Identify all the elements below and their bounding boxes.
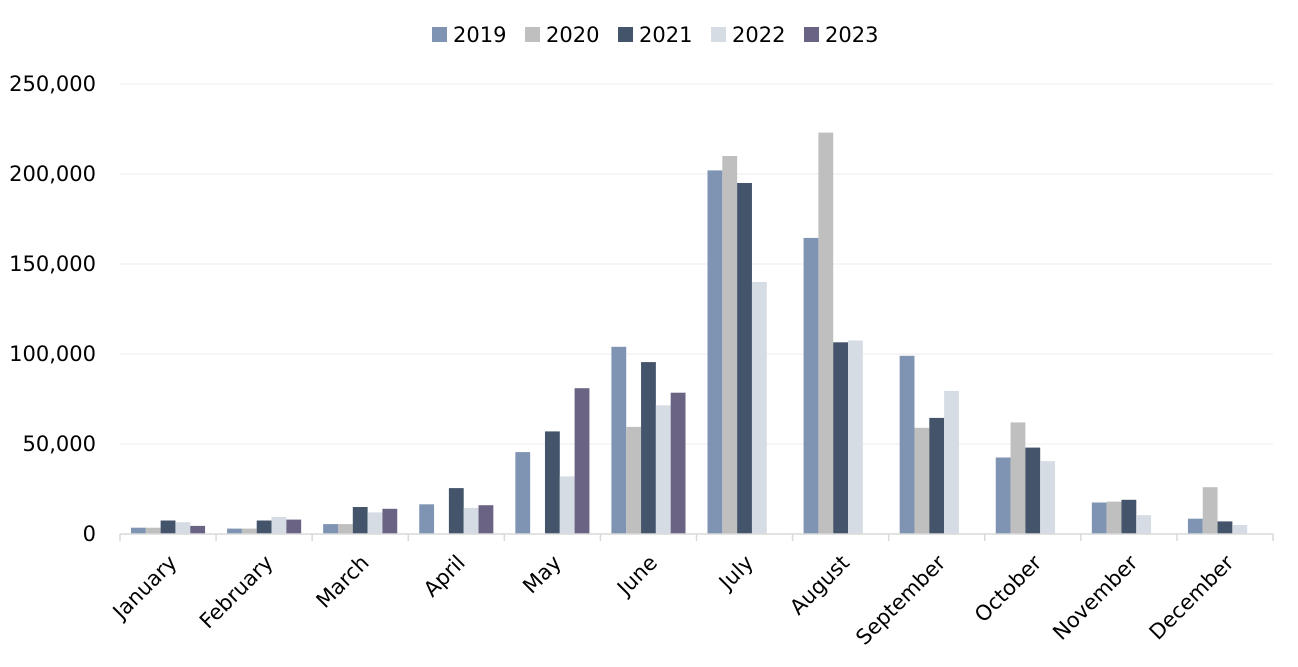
x-tick-label: October (970, 550, 1047, 627)
bar (574, 388, 590, 534)
y-tick-label: 200,000 (9, 162, 96, 186)
legend-swatch (618, 27, 633, 42)
bar (655, 405, 671, 534)
bar (899, 355, 915, 534)
bar (848, 340, 863, 534)
bar (1106, 501, 1122, 534)
y-tick-label: 150,000 (9, 252, 96, 276)
bar (463, 507, 479, 534)
x-tick-label: March (312, 551, 374, 613)
bar (929, 417, 945, 534)
bar (803, 237, 819, 534)
legend-swatch (804, 27, 819, 42)
bar (626, 426, 642, 534)
bar (737, 183, 752, 534)
x-tick-label: December (1145, 550, 1239, 644)
bars (131, 132, 1248, 534)
bar (707, 170, 723, 534)
bar (175, 522, 191, 534)
bar (1187, 518, 1203, 534)
bar (190, 525, 206, 534)
bar (131, 527, 146, 534)
bar (367, 512, 383, 534)
legend-label: 2022 (732, 23, 785, 47)
bar (641, 362, 656, 534)
y-tick-label: 100,000 (9, 342, 96, 366)
x-axis: January February March April May June July Augu… (107, 533, 1274, 650)
bar (160, 520, 176, 534)
bar (323, 524, 338, 534)
bar (241, 528, 257, 534)
y-tick-label: 250,000 (9, 72, 96, 96)
x-tick-label: June (611, 551, 662, 602)
gridlines (120, 83, 1273, 445)
bar (1040, 461, 1056, 534)
bar (833, 342, 849, 534)
x-tick-label: July (713, 551, 758, 596)
bar (478, 505, 494, 534)
legend-label: 2019 (453, 23, 506, 47)
bar (1091, 502, 1107, 534)
bar (544, 431, 560, 534)
y-tick-label: 0 (83, 522, 96, 546)
x-tick-label: May (518, 551, 566, 599)
bar (419, 504, 435, 534)
bar (1025, 447, 1041, 534)
bar (944, 390, 959, 534)
bar (145, 527, 161, 534)
bar (448, 488, 464, 534)
bar (382, 508, 398, 534)
bar (1121, 499, 1137, 534)
legend-label: 2020 (546, 23, 599, 47)
legend-label: 2023 (825, 23, 878, 47)
bar (1217, 521, 1233, 534)
legend-label: 2021 (639, 23, 692, 47)
bar (515, 452, 531, 534)
legend-swatch (525, 27, 540, 42)
bar (670, 392, 686, 534)
bar (227, 528, 242, 534)
y-tick-label: 50,000 (23, 432, 96, 456)
x-tick-label: August (785, 551, 854, 620)
legend-swatch (432, 27, 447, 42)
bar (914, 427, 930, 534)
bar (286, 519, 302, 534)
bar (352, 507, 368, 534)
bar (337, 524, 353, 534)
bar (722, 156, 738, 534)
bar (995, 457, 1011, 534)
bar (271, 516, 287, 534)
bar (256, 520, 272, 534)
bar (1010, 422, 1026, 534)
y-axis: 0 50,000 100,000 150,000 200,000 250,000 (9, 72, 96, 546)
x-tick-label: February (195, 551, 278, 634)
x-tick-label: January (107, 551, 182, 626)
bar (1136, 515, 1152, 534)
x-tick-label: November (1048, 550, 1142, 644)
bar (611, 346, 627, 534)
bar (818, 132, 834, 534)
legend: 2019 2020 2021 2022 2023 (432, 23, 878, 47)
x-tick-label: September (851, 550, 950, 649)
bar (1232, 525, 1248, 534)
bar (1202, 487, 1218, 534)
bar (559, 476, 575, 534)
bar (751, 282, 767, 534)
x-tick-label: April (419, 551, 470, 602)
legend-swatch (711, 27, 726, 42)
